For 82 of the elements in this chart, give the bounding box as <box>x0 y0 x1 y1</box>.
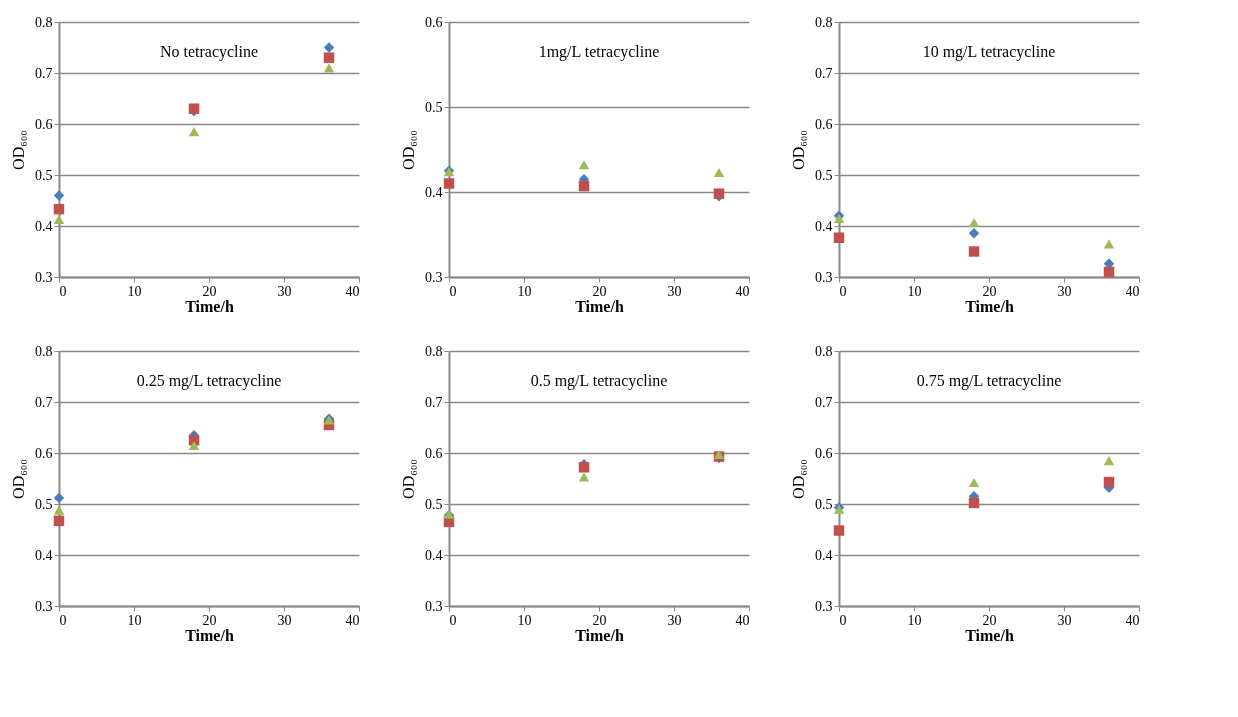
x-tick-label: 40 <box>1125 283 1140 299</box>
x-tick-label: 30 <box>277 612 292 628</box>
x-tick-label: 40 <box>735 612 750 628</box>
y-tick-label: 0.7 <box>815 394 833 410</box>
x-tick-label: 20 <box>982 612 997 628</box>
x-tick-label: 40 <box>1125 612 1140 628</box>
y-tick-label: 0.7 <box>425 394 443 410</box>
x-tick-label: 20 <box>982 283 997 299</box>
x-tick-label: 10 <box>127 612 142 628</box>
y-axis-title: OD₆₀₀ <box>790 130 807 170</box>
x-tick-label: 20 <box>592 283 607 299</box>
y-tick-label: 0.8 <box>815 343 833 359</box>
y-tick-label: 0.7 <box>35 394 53 410</box>
y-axis-title: OD₆₀₀ <box>400 459 417 499</box>
y-tick-label: 0.6 <box>815 116 833 132</box>
x-tick-label: 0 <box>59 612 67 628</box>
x-tick-label: 10 <box>517 612 532 628</box>
y-tick-label: 0.3 <box>425 269 443 285</box>
y-tick-label: 0.5 <box>425 496 443 512</box>
y-tick-label: 0.6 <box>35 116 53 132</box>
y-axis-title: OD₆₀₀ <box>790 459 807 499</box>
x-axis-title: Time/h <box>185 626 234 644</box>
x-axis-title: Time/h <box>965 297 1014 315</box>
y-tick-label: 0.7 <box>35 65 53 81</box>
y-tick-label: 0.4 <box>425 547 443 563</box>
y-tick-label: 0.8 <box>425 343 443 359</box>
y-tick-label: 0.6 <box>815 445 833 461</box>
x-axis-title: Time/h <box>575 297 624 315</box>
x-tick-label: 10 <box>907 612 922 628</box>
x-tick-label: 0 <box>449 283 457 299</box>
x-tick-label: 20 <box>592 612 607 628</box>
x-tick-label: 40 <box>345 283 360 299</box>
y-tick-label: 0.3 <box>815 269 833 285</box>
x-tick-label: 30 <box>667 612 682 628</box>
y-tick-label: 0.4 <box>35 547 53 563</box>
x-tick-label: 20 <box>202 612 217 628</box>
y-tick-label: 0.6 <box>35 445 53 461</box>
y-axis-title: OD₆₀₀ <box>10 459 27 499</box>
x-tick-label: 10 <box>907 283 922 299</box>
y-tick-label: 0.5 <box>35 167 53 183</box>
y-axis-title: OD₆₀₀ <box>10 130 27 170</box>
y-tick-label: 0.8 <box>35 343 53 359</box>
y-tick-label: 0.4 <box>815 218 833 234</box>
x-tick-label: 30 <box>277 283 292 299</box>
text: 10 mg/L tetracycline <box>922 43 1056 61</box>
text: 0.25 mg/L tetracycline <box>136 372 282 390</box>
y-tick-label: 0.5 <box>425 99 443 115</box>
x-tick-label: 30 <box>667 283 682 299</box>
text: 0.75 mg/L tetracycline <box>916 372 1062 390</box>
text: No tetracycline <box>159 43 259 61</box>
y-tick-label: 0.6 <box>425 14 443 30</box>
x-tick-label: 0 <box>839 612 847 628</box>
y-tick-label: 0.4 <box>35 218 53 234</box>
y-tick-label: 0.7 <box>815 65 833 81</box>
text: 1mg/L tetracycline <box>538 43 660 61</box>
x-tick-label: 10 <box>517 283 532 299</box>
x-tick-label: 0 <box>59 283 67 299</box>
y-tick-label: 0.5 <box>35 496 53 512</box>
y-tick-label: 0.8 <box>815 14 833 30</box>
y-tick-label: 0.3 <box>815 598 833 614</box>
y-tick-label: 0.5 <box>815 167 833 183</box>
y-axis-title: OD₆₀₀ <box>400 130 417 170</box>
x-tick-label: 40 <box>735 283 750 299</box>
x-axis-title: Time/h <box>965 626 1014 644</box>
x-tick-label: 30 <box>1057 612 1072 628</box>
x-tick-label: 30 <box>1057 283 1072 299</box>
y-tick-label: 0.4 <box>815 547 833 563</box>
y-tick-label: 0.8 <box>35 14 53 30</box>
y-tick-label: 0.3 <box>425 598 443 614</box>
y-tick-label: 0.4 <box>425 184 443 200</box>
y-tick-label: 0.3 <box>35 269 53 285</box>
text: 0.5 mg/L tetracycline <box>530 372 668 390</box>
x-tick-label: 0 <box>449 612 457 628</box>
x-axis-title: Time/h <box>575 626 624 644</box>
x-axis-title: Time/h <box>185 297 234 315</box>
x-tick-label: 10 <box>127 283 142 299</box>
x-tick-label: 0 <box>839 283 847 299</box>
y-tick-label: 0.3 <box>35 598 53 614</box>
y-tick-label: 0.6 <box>425 445 443 461</box>
y-tick-label: 0.5 <box>815 496 833 512</box>
x-tick-label: 20 <box>202 283 217 299</box>
x-tick-label: 40 <box>345 612 360 628</box>
